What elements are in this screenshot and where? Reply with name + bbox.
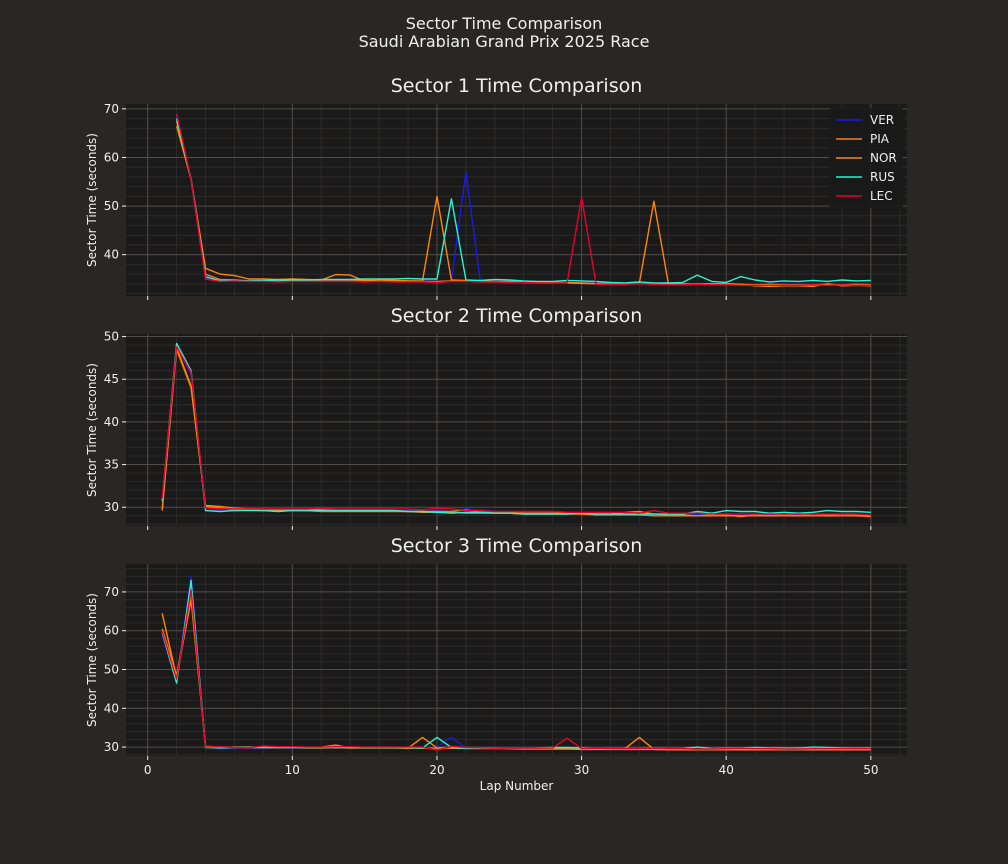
- y-tick-label: 30: [104, 740, 119, 754]
- x-tick-label: 50: [863, 763, 878, 777]
- y-axis-label: Sector Time (seconds): [85, 363, 99, 497]
- x-tick-label: 20: [429, 763, 444, 777]
- y-tick-label: 40: [104, 415, 119, 429]
- y-tick-label: 35: [104, 458, 119, 472]
- series-line-rus: [175, 118, 871, 284]
- panel-title: Sector 1 Time Comparison: [391, 75, 643, 97]
- sector-panel-2: 30 35 40 45 50 Sector 2 Time Comparison Sector…: [85, 305, 907, 530]
- series-line-nor: [161, 347, 871, 518]
- x-tick-label: 10: [285, 763, 300, 777]
- panel-title: Sector 3 Time Comparison: [391, 535, 643, 557]
- y-tick-label: 70: [104, 585, 119, 599]
- legend-label-ver: VER: [870, 113, 894, 127]
- x-tick-label: 30: [574, 763, 589, 777]
- y-tick-label: 50: [104, 199, 119, 213]
- y-tick-label: 50: [104, 663, 119, 677]
- y-tick-label: 40: [104, 248, 119, 262]
- x-tick-label: 0: [144, 763, 152, 777]
- plot-area: [126, 564, 907, 756]
- y-tick-label: 45: [104, 372, 119, 386]
- y-tick-label: 60: [104, 150, 119, 164]
- legend-label-rus: RUS: [870, 170, 895, 184]
- panel-title: Sector 2 Time Comparison: [391, 305, 643, 327]
- legend: VER PIA NOR RUS LEC: [829, 108, 903, 208]
- series-line-lec: [175, 113, 871, 286]
- y-axis-label: Sector Time (seconds): [85, 133, 99, 267]
- sector-panel-1: 40 50 60 70 Sector 1 Time Comparison Sector T…: [85, 75, 907, 300]
- legend-label-nor: NOR: [870, 151, 897, 165]
- x-axis-label: Lap Number: [480, 779, 554, 793]
- y-tick-label: 30: [104, 500, 119, 514]
- legend-label-lec: LEC: [870, 189, 893, 203]
- sector-panel-3: 30 40 50 60 70 0 10 20 30 40 50 Sector 3 Time Compa…: [85, 535, 907, 793]
- x-tick-label: 40: [719, 763, 734, 777]
- series-line-lec: [161, 346, 871, 516]
- plot-area: [126, 104, 907, 296]
- series-line-rus: [161, 342, 871, 515]
- legend-label-pia: PIA: [870, 132, 890, 146]
- y-tick-label: 60: [104, 624, 119, 638]
- figure-title-line2: Saudi Arabian Grand Prix 2025 Race: [359, 32, 650, 51]
- series-line-lec: [161, 589, 871, 751]
- chart-panels: 40 50 60 70 Sector 1 Time Comparison Sector T…: [85, 75, 907, 793]
- figure-title-line1: Sector Time Comparison: [406, 14, 603, 33]
- y-axis-label: Sector Time (seconds): [85, 593, 99, 727]
- y-tick-label: 40: [104, 701, 119, 715]
- legend-box: [829, 108, 903, 208]
- plot-area: [126, 334, 907, 526]
- y-tick-label: 50: [104, 330, 119, 344]
- y-tick-label: 70: [104, 102, 119, 116]
